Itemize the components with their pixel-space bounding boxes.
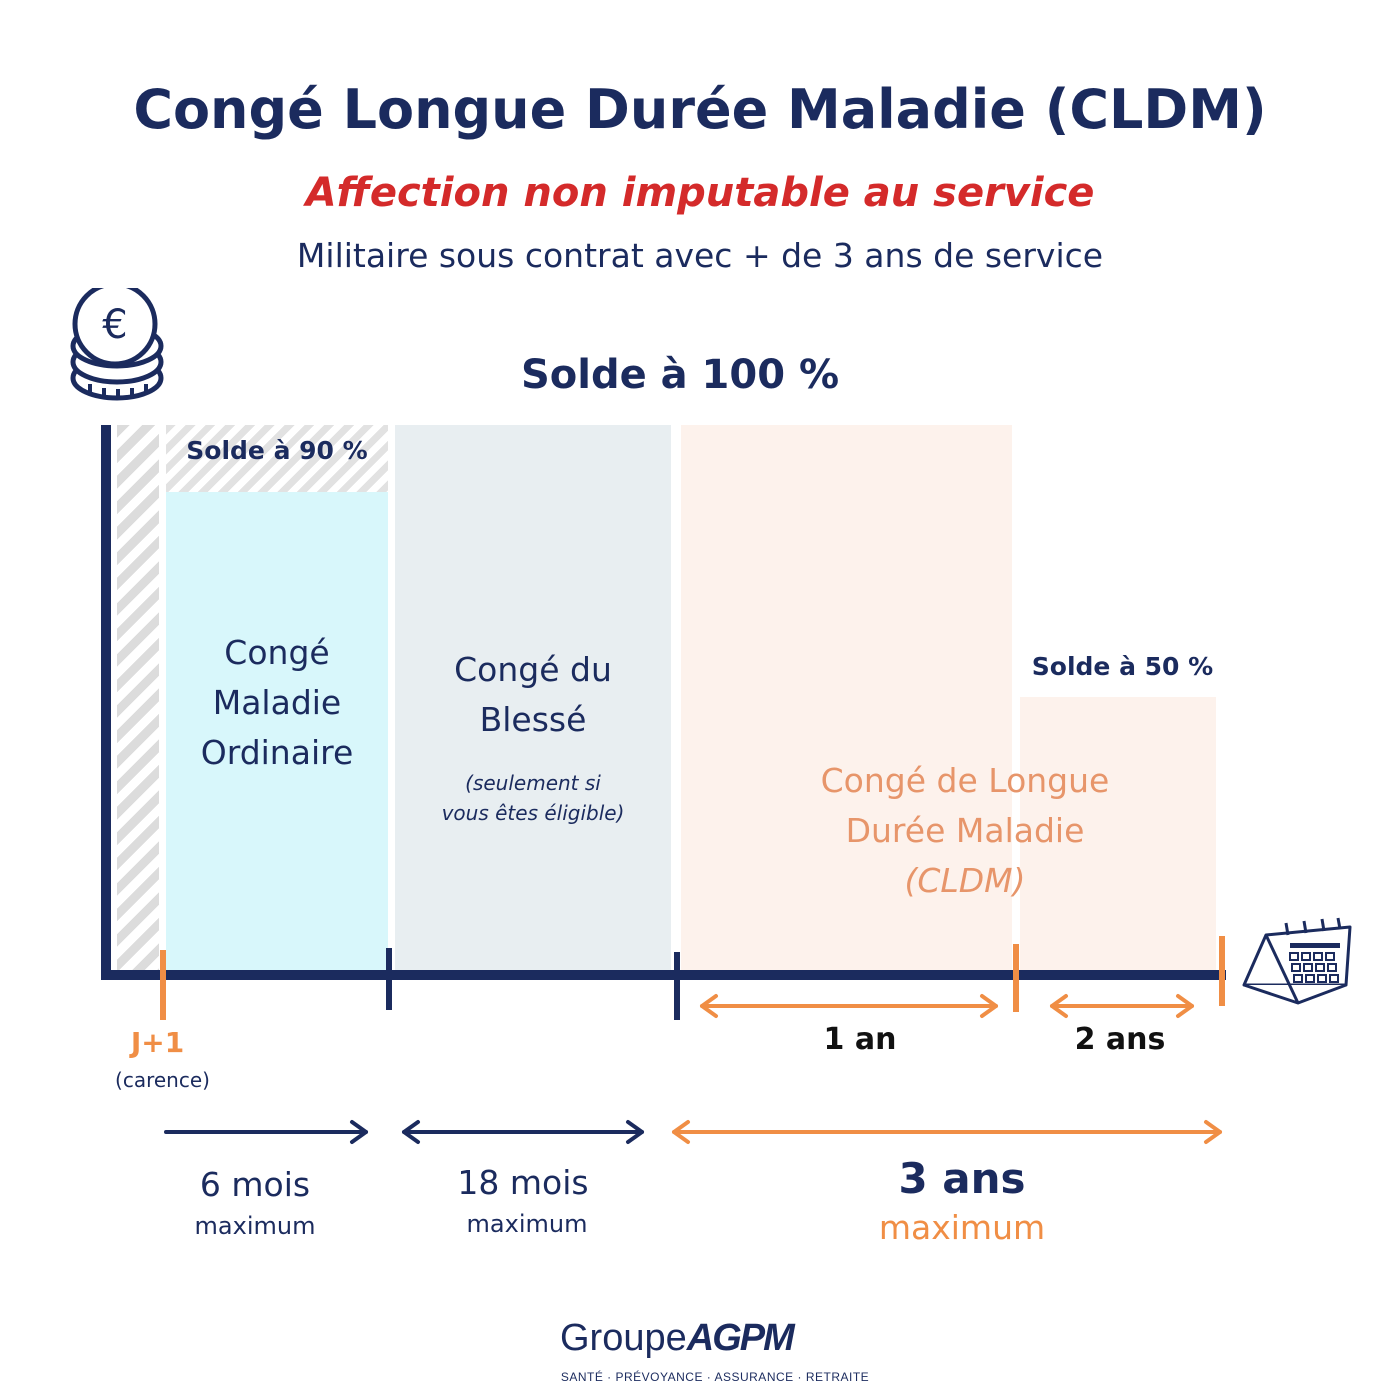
duration-cmo-max: maximum [194, 1212, 316, 1240]
cb-label-line1: Congé du [454, 650, 612, 689]
conge-blesse-block [395, 425, 671, 970]
carence-hatched-area [117, 425, 159, 970]
cmo-label-line3: Ordinaire [200, 733, 354, 772]
tick-1-an [1013, 944, 1019, 1012]
agpm-logo: GroupeAGPM [560, 1315, 860, 1360]
cldm-block-first-year [681, 425, 1012, 970]
segment-2-ans-label: 2 ans [1074, 1022, 1166, 1057]
page-subsubtitle: Militaire sous contrat avec + de 3 ans d… [296, 236, 1104, 275]
solde-90-hatched-area [166, 425, 388, 492]
cmo-label-line2: Maladie [212, 683, 342, 722]
cldm-label: Congé de Longue Durée Maladie [760, 756, 1170, 856]
cldm-label-abbr: (CLDM) [904, 861, 1026, 900]
tick-j1 [160, 950, 166, 1020]
cb-label-line2: Blessé [479, 700, 587, 739]
cb-note: (seulement si vous êtes éligible) [395, 768, 671, 828]
solde-100-label: Solde à 100 % [520, 352, 840, 398]
tick-6-mois [386, 948, 392, 1010]
cmo-label-line1: Congé [224, 633, 330, 672]
tick-3-ans [1219, 936, 1225, 1006]
logo-groupe: Groupe [560, 1317, 687, 1359]
duration-cb-value: 18 mois [457, 1163, 589, 1202]
logo-tagline: SANTÉ · PRÉVOYANCE · ASSURANCE · RETRAIT… [560, 1370, 870, 1384]
j1-label: J+1 [130, 1026, 185, 1059]
solde-90-label: Solde à 90 % [186, 436, 368, 465]
conge-maladie-ordinaire-block [166, 492, 388, 970]
duration-cmo-value: 6 mois [199, 1165, 311, 1204]
solde-50-label: Solde à 50 % [1031, 652, 1214, 681]
cldm-label-line2: Durée Maladie [845, 811, 1085, 850]
cldm-block-half-pay [1020, 697, 1216, 970]
duration-cldm-max: maximum [878, 1208, 1046, 1247]
cb-note-line1: (seulement si [465, 771, 601, 795]
segment-1-an-label: 1 an [823, 1022, 897, 1057]
page-subtitle: Affection non imputable au service [305, 170, 1095, 216]
cmo-label: Congé Maladie Ordinaire [166, 628, 388, 778]
cldm-label-line1: Congé de Longue [820, 761, 1110, 800]
cb-label: Congé du Blessé [395, 645, 671, 745]
timeline-axis [101, 970, 1226, 980]
duration-cldm-value: 3 ans [898, 1154, 1026, 1203]
carence-label: (carence) [115, 1068, 210, 1092]
page-title: Congé Longue Durée Maladie (CLDM) [133, 78, 1267, 141]
svg-text:€: € [102, 302, 127, 348]
y-axis [101, 425, 111, 980]
cb-note-line2: vous êtes éligible) [441, 801, 625, 825]
tick-24-mois [674, 952, 680, 1020]
logo-brand: AGPM [686, 1317, 795, 1359]
calendar-icon [1242, 917, 1352, 1005]
euro-coins-icon: € [70, 288, 164, 401]
duration-cb-max: maximum [466, 1210, 588, 1238]
